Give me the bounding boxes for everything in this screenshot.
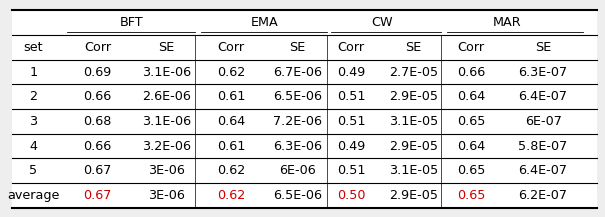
Text: 1: 1	[29, 66, 38, 79]
Text: 0.69: 0.69	[83, 66, 111, 79]
Text: 2.9E-05: 2.9E-05	[389, 140, 438, 153]
Text: EMA: EMA	[250, 16, 278, 29]
Text: 0.62: 0.62	[217, 66, 245, 79]
Text: SE: SE	[405, 41, 422, 54]
Text: 0.51: 0.51	[337, 115, 365, 128]
Text: 6.4E-07: 6.4E-07	[518, 90, 567, 103]
Text: SE: SE	[159, 41, 174, 54]
Text: 0.66: 0.66	[457, 66, 485, 79]
Text: 5.8E-07: 5.8E-07	[518, 140, 567, 153]
Text: Corr: Corr	[338, 41, 365, 54]
Text: 0.51: 0.51	[337, 90, 365, 103]
Text: 0.49: 0.49	[337, 66, 365, 79]
Text: 6E-06: 6E-06	[279, 164, 316, 177]
Text: 0.65: 0.65	[457, 189, 485, 202]
Text: 0.62: 0.62	[217, 164, 245, 177]
Text: 4: 4	[29, 140, 37, 153]
Text: 0.62: 0.62	[217, 189, 245, 202]
Text: 6.5E-06: 6.5E-06	[273, 90, 322, 103]
Text: 2.9E-05: 2.9E-05	[389, 189, 438, 202]
Text: 0.49: 0.49	[337, 140, 365, 153]
Text: 0.67: 0.67	[83, 189, 111, 202]
Text: 6.4E-07: 6.4E-07	[518, 164, 567, 177]
Text: 0.64: 0.64	[217, 115, 245, 128]
Text: set: set	[24, 41, 43, 54]
Text: 6.5E-06: 6.5E-06	[273, 189, 322, 202]
Text: 5: 5	[29, 164, 38, 177]
Text: 0.61: 0.61	[217, 90, 246, 103]
Text: 3E-06: 3E-06	[148, 189, 185, 202]
Text: SE: SE	[289, 41, 306, 54]
Text: 3.1E-06: 3.1E-06	[142, 66, 191, 79]
Text: 0.67: 0.67	[83, 164, 111, 177]
Text: 7.2E-06: 7.2E-06	[273, 115, 322, 128]
Text: average: average	[7, 189, 59, 202]
Text: 3: 3	[29, 115, 38, 128]
Text: SE: SE	[535, 41, 551, 54]
Text: 2.7E-05: 2.7E-05	[389, 66, 438, 79]
Text: 6.2E-07: 6.2E-07	[518, 189, 567, 202]
Text: 3.1E-06: 3.1E-06	[142, 115, 191, 128]
Text: 0.64: 0.64	[457, 90, 485, 103]
Text: 0.50: 0.50	[337, 189, 365, 202]
Text: Corr: Corr	[218, 41, 244, 54]
Text: CW: CW	[371, 16, 393, 29]
Text: 6.3E-06: 6.3E-06	[273, 140, 322, 153]
Text: 0.66: 0.66	[83, 90, 111, 103]
Text: 3E-06: 3E-06	[148, 164, 185, 177]
Text: MAR: MAR	[493, 16, 522, 29]
Text: 2.9E-05: 2.9E-05	[389, 90, 438, 103]
Text: 0.65: 0.65	[457, 115, 485, 128]
Text: 3.1E-05: 3.1E-05	[389, 115, 438, 128]
Text: 0.65: 0.65	[457, 164, 485, 177]
Text: 6E-07: 6E-07	[525, 115, 561, 128]
Text: 2.6E-06: 2.6E-06	[142, 90, 191, 103]
Text: 0.64: 0.64	[457, 140, 485, 153]
Text: 2: 2	[29, 90, 37, 103]
Text: 3.1E-05: 3.1E-05	[389, 164, 438, 177]
FancyBboxPatch shape	[11, 10, 597, 208]
Text: 0.51: 0.51	[337, 164, 365, 177]
Text: 6.3E-07: 6.3E-07	[518, 66, 567, 79]
Text: Corr: Corr	[84, 41, 111, 54]
Text: BFT: BFT	[120, 16, 143, 29]
Text: Corr: Corr	[457, 41, 485, 54]
Text: 0.61: 0.61	[217, 140, 246, 153]
Text: 0.66: 0.66	[83, 140, 111, 153]
Text: 3.2E-06: 3.2E-06	[142, 140, 191, 153]
Text: 6.7E-06: 6.7E-06	[273, 66, 322, 79]
Text: 0.68: 0.68	[83, 115, 111, 128]
